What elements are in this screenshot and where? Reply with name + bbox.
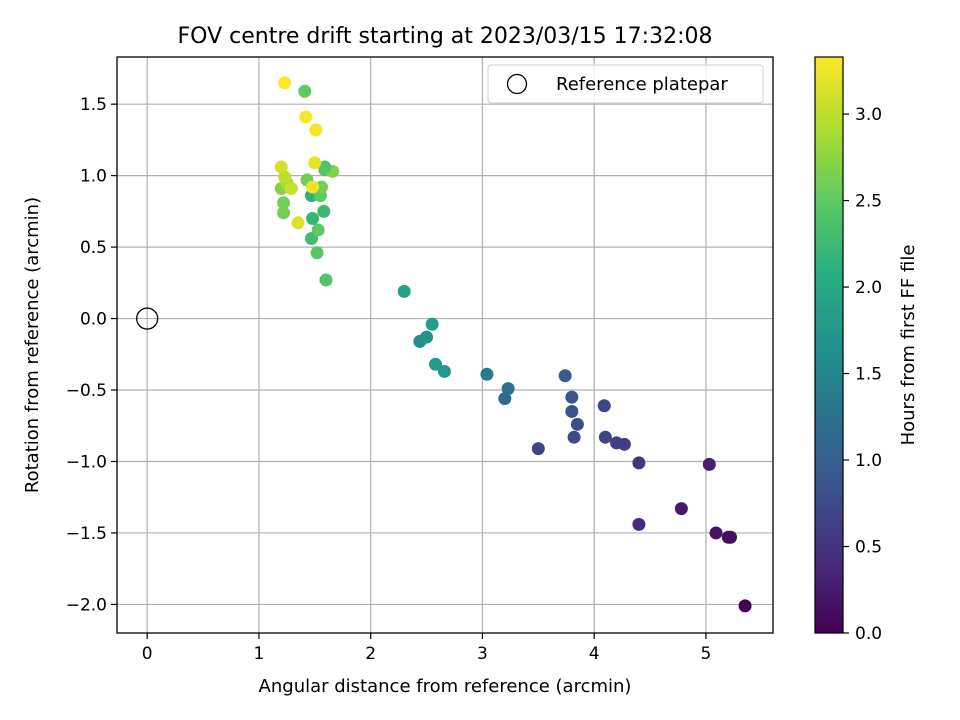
y-tick-label: −0.5 [66, 381, 107, 401]
data-point [277, 196, 291, 210]
data-point [724, 530, 738, 544]
y-tick-label: −1.5 [66, 524, 107, 544]
reference-platepar-marker [136, 307, 159, 330]
data-point [429, 357, 443, 371]
colorbar-tick-label: 1.5 [855, 365, 882, 385]
x-tick-label: 1 [254, 644, 265, 664]
colorbar-ticks: 0.0 0.5 1.0 1.5 2.0 2.5 3.0 [843, 105, 882, 644]
y-axis-label: Rotation from reference (arcmin) [22, 197, 43, 493]
data-point [570, 417, 584, 431]
data-point [738, 599, 752, 613]
data-point [610, 436, 624, 450]
colorbar-tick-label: 2.0 [855, 278, 882, 298]
data-point [632, 456, 646, 470]
data-point [319, 273, 333, 287]
colorbar-tick-label: 0.0 [855, 624, 882, 644]
x-tick-label: 5 [701, 644, 712, 664]
y-tick-label: −1.0 [66, 452, 107, 472]
data-point [298, 84, 312, 98]
x-tick-label: 2 [365, 644, 376, 664]
x-tick-label: 3 [477, 644, 488, 664]
data-point [598, 430, 612, 444]
colorbar-tick-label: 3.0 [855, 105, 882, 125]
data-point [437, 364, 451, 378]
y-tick-label: 1.5 [80, 95, 107, 115]
y-tick-label: 0.5 [80, 238, 107, 258]
data-point [558, 369, 572, 383]
data-point [702, 457, 716, 471]
y-tick-label: −2.0 [66, 595, 107, 615]
data-point [274, 160, 288, 174]
data-point [674, 502, 688, 516]
data-point [291, 216, 305, 230]
data-point [632, 517, 646, 531]
data-point [480, 367, 494, 381]
data-point [565, 390, 579, 404]
data-point [315, 180, 329, 194]
legend-label-reference: Reference platepar [556, 74, 728, 95]
colorbar: 0.0 0.5 1.0 1.5 2.0 2.5 3.0 Hours from first F… [814, 56, 919, 644]
data-point [567, 430, 581, 444]
legend: Reference platepar [487, 64, 764, 104]
legend-marker-reference [506, 73, 528, 95]
colorbar-tick-label: 2.5 [855, 192, 882, 212]
data-point [498, 392, 512, 406]
data-point [531, 442, 545, 456]
y-tick-label: 0.0 [80, 310, 107, 330]
data-point [278, 76, 292, 90]
data-point [309, 123, 323, 137]
chart-title: FOV centre drift starting at 2023/03/15 … [178, 24, 713, 49]
data-point [318, 160, 332, 174]
grid-lines [117, 57, 773, 633]
data-point [306, 180, 320, 194]
data-point [317, 204, 331, 218]
data-point [425, 317, 439, 331]
data-points [136, 76, 752, 613]
x-tick-label: 4 [589, 644, 600, 664]
y-axis-ticks: −2.0 −1.5 −1.0 −0.5 0.0 0.5 1.0 1.5 [66, 95, 117, 615]
colorbar-tick-label: 1.0 [855, 451, 882, 471]
colorbar-gradient [814, 56, 844, 634]
data-point [308, 156, 322, 170]
data-point [565, 404, 579, 418]
data-point [597, 399, 611, 413]
data-point [277, 206, 291, 220]
data-point [284, 181, 298, 195]
colorbar-tick-label: 0.5 [855, 538, 882, 558]
data-point [397, 284, 411, 298]
colorbar-label: Hours from first FF file [898, 245, 919, 446]
data-point [420, 330, 434, 344]
legend-box [487, 64, 764, 104]
data-point [501, 382, 515, 396]
data-point [709, 526, 723, 540]
data-point [278, 170, 292, 184]
x-axis-label: Angular distance from reference (arcmin) [259, 676, 632, 697]
data-point [311, 223, 325, 237]
plot-frame [116, 56, 774, 634]
y-tick-label: 1.0 [80, 167, 107, 187]
data-point [306, 212, 320, 226]
x-axis-ticks: 0 1 2 3 4 5 [142, 633, 712, 664]
x-tick-label: 0 [142, 644, 153, 664]
data-point [299, 110, 313, 124]
data-point [310, 246, 324, 260]
